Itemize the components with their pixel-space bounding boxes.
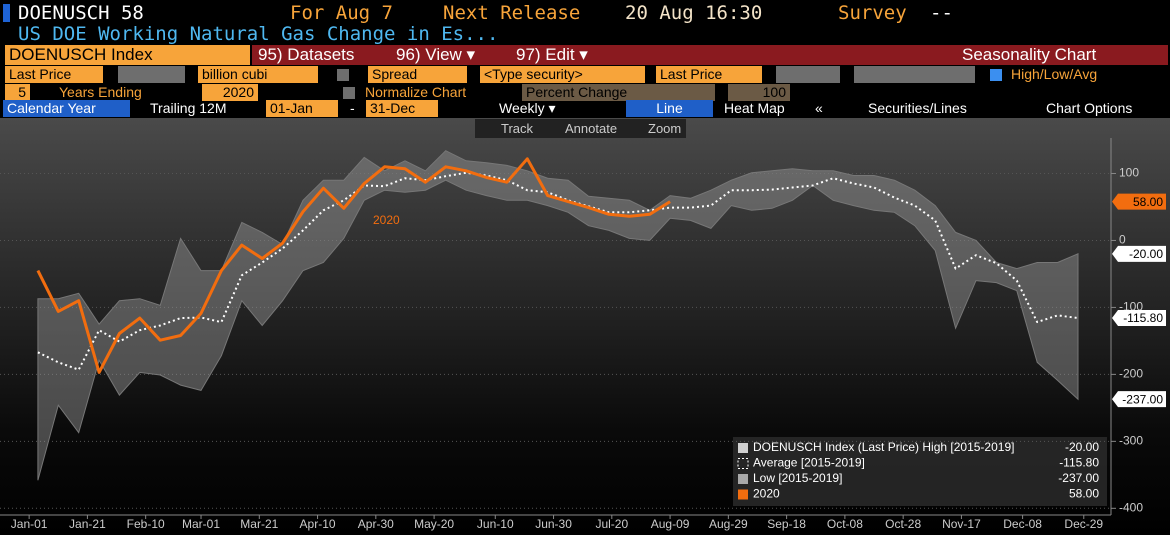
tool[interactable]: Annotate [565,121,618,136]
change[interactable]: Percent Change [522,84,715,101]
x-tick-label: Nov-17 [942,517,981,531]
x-tick-label: Jan-01 [11,517,48,531]
legend-box [733,437,1107,506]
x-tick-label: Dec-29 [1064,517,1103,531]
tab[interactable]: Heat Map [724,100,785,116]
next-release: 20 Aug 16:30 [625,2,763,24]
x-tick-label: Jun-30 [535,517,572,531]
x-tick-label: Jun-10 [477,517,514,531]
legend-swatch [738,443,748,453]
x-tick-label: Feb-10 [127,517,165,531]
legend-value: -20.00 [1065,440,1099,454]
y-tick-label: -400 [1119,500,1143,514]
collapse[interactable]: « [815,100,823,116]
x-tick-label: Apr-10 [300,517,336,531]
tool[interactable]: Zoom [648,121,682,136]
tab[interactable]: Trailing 12M [150,100,227,116]
legend-value: -115.80 [1059,456,1099,470]
start-date[interactable]: 01-Jan [266,100,338,117]
dropdown[interactable] [854,66,975,83]
tool[interactable]: Track [501,121,534,136]
security-input[interactable]: <Type security> [480,66,645,83]
value-tag [1112,245,1166,262]
security[interactable]: DOENUSCH Index [5,45,250,65]
x-tick-label: Apr-30 [358,517,394,531]
date-dash: - [350,100,355,116]
x-tick-label: Sep-18 [767,517,806,531]
menu-title: Seasonality Chart [962,45,1097,64]
checkbox-checked[interactable] [990,69,1002,81]
value-tag [1112,309,1166,326]
legend-swatch [737,458,749,469]
normalize: Normalize Chart [365,84,467,100]
hla-label: High/Low/Avg [1011,66,1098,82]
menu-bar [252,45,1168,65]
spread[interactable]: Spread [368,66,467,83]
for-date: For Aug 7 [290,2,393,24]
y-tick-label: 100 [1119,166,1139,180]
field[interactable]: Last Price [5,66,103,83]
x-tick-label: Aug-29 [709,517,748,531]
base[interactable]: 100 [728,84,790,101]
menu-item[interactable]: 97) Edit ▾ [516,45,588,64]
x-tick-label: Aug-09 [651,517,690,531]
dropdown[interactable] [776,66,840,83]
legend-label: Low [2015-2019] [753,471,842,485]
x-tick-label: Oct-08 [827,517,863,531]
legend-label: 2020 [753,487,780,501]
legend-value: 58.00 [1069,487,1099,501]
frequency[interactable]: Weekly ▾ [499,100,556,116]
tab-active[interactable]: Line [626,100,713,117]
value-tag-label: -237.00 [1122,392,1163,406]
button[interactable]: Securities/Lines [868,100,967,116]
next-release-label: Next Release [443,2,581,24]
legend-label: Average [2015-2019] [753,456,865,470]
value-tag [1112,193,1166,210]
value-tag-label: -115.80 [1123,311,1163,325]
description: US DOE Working Natural Gas Change in Es.… [18,23,499,45]
legend-value: -237.00 [1058,471,1099,485]
x-tick-label: Jan-21 [69,517,106,531]
unit[interactable]: billion cubi [198,66,318,83]
menu-item[interactable]: 96) View ▾ [396,45,476,64]
series-line [36,157,671,374]
annotation: 2020 [373,213,400,227]
years[interactable]: 5 [5,84,30,101]
survey-label: Survey [838,2,907,24]
years-ending: Years Ending [59,84,142,100]
x-tick-label: May-20 [414,517,454,531]
value-tag-label: -20.00 [1129,247,1163,261]
menu-item[interactable]: 95) Datasets [258,45,355,64]
survey: -- [930,2,953,24]
legend-swatch [738,489,748,500]
legend-label: DOENUSCH Index (Last Price) High [2015-2… [753,440,1014,454]
dropdown[interactable] [118,66,185,83]
x-tick-label: Jul-20 [595,517,628,531]
tab-active[interactable]: Calendar Year [3,100,130,117]
value-tag-label: 58.00 [1133,195,1163,209]
x-tick-label: Mar-21 [240,517,278,531]
y-tick-label: -200 [1119,367,1143,381]
marker [3,4,10,22]
x-tick-label: Dec-08 [1003,517,1042,531]
year[interactable]: 2020 [202,84,258,101]
toolbar [475,119,686,138]
button[interactable]: Chart Options [1046,100,1133,116]
x-tick-label: Oct-28 [885,517,921,531]
field2[interactable]: Last Price [656,66,762,83]
checkbox[interactable] [343,87,355,99]
end-date[interactable]: 31-Dec [366,100,438,117]
y-tick-label: -300 [1119,434,1143,448]
value-tag [1112,391,1166,408]
y-tick-label: 0 [1119,233,1126,247]
ticker: DOENUSCH 58 [18,2,144,24]
checkbox[interactable] [337,69,349,81]
x-tick-label: Mar-01 [182,517,220,531]
legend-swatch [738,474,748,484]
